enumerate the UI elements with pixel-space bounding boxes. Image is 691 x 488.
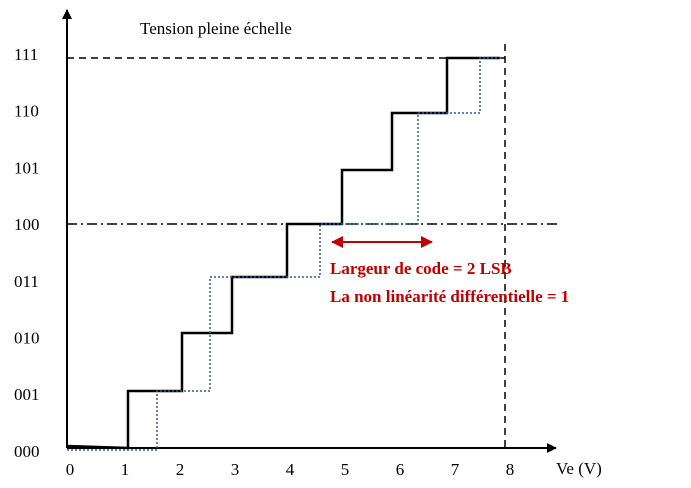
- x-tick-label: 1: [121, 460, 130, 479]
- annotation: Largeur de code = 2 LSB: [330, 259, 512, 278]
- y-tick-label: 101: [14, 158, 40, 177]
- x-tick-label: 7: [451, 460, 460, 479]
- x-tick-label: 8: [506, 460, 515, 479]
- y-tick-label: 111: [14, 45, 38, 64]
- real-staircase: [67, 57, 502, 451]
- x-tick-label: 5: [341, 460, 350, 479]
- x-tick-label: 0: [66, 460, 75, 479]
- x-tick-label: 3: [231, 460, 240, 479]
- y-tick-label: 000: [14, 442, 40, 461]
- x-axis-label: Ve (V): [556, 459, 602, 478]
- y-tick-label: 011: [14, 272, 39, 291]
- y-tick-label: 100: [14, 215, 40, 234]
- x-tick-label: 6: [396, 460, 405, 479]
- y-tick-label: 001: [14, 385, 40, 404]
- y-tick-label: 110: [14, 102, 39, 121]
- title: Tension pleine échelle: [140, 19, 292, 38]
- x-tick-label: 2: [176, 460, 185, 479]
- x-tick-label: 4: [286, 460, 295, 479]
- annotation: La non linéarité différentielle = 1: [330, 287, 569, 306]
- y-tick-label: 010: [14, 329, 40, 348]
- ideal-staircase: [66, 56, 500, 450]
